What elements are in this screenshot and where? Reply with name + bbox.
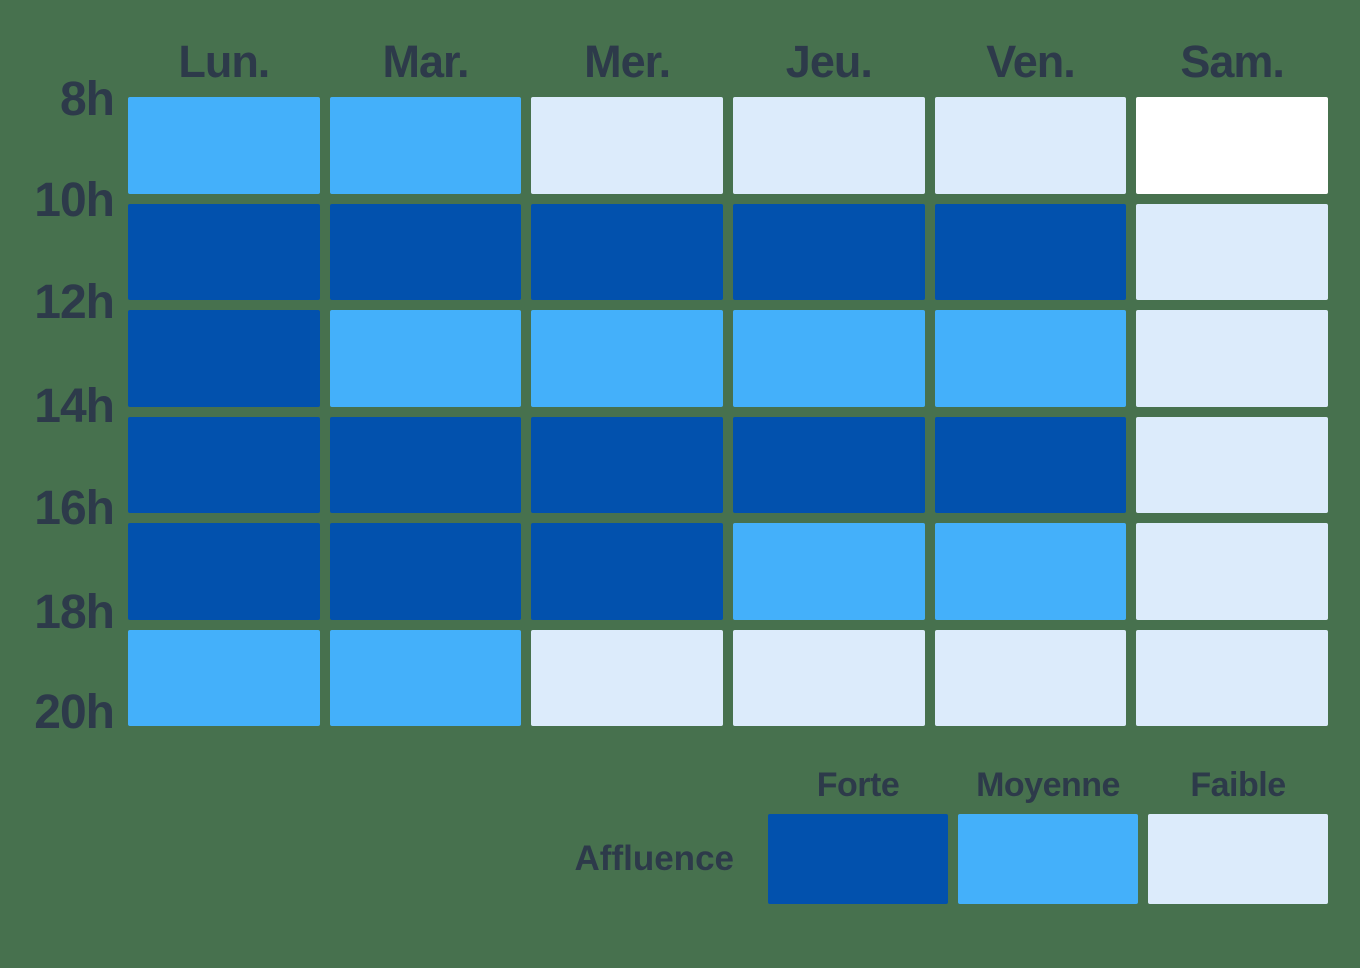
heatmap-cell-ven-18h-20h [934, 629, 1127, 726]
heatmap-cell-mer-16h-18h [531, 523, 723, 620]
legend-swatch-forte [768, 814, 948, 904]
day-header-mar: Mar. [382, 36, 469, 87]
legend-label-faible: Faible [1190, 766, 1286, 804]
heatmap-cell-jeu-12h-14h [733, 310, 925, 407]
time-labels: 8h 10h 12h 14h 16h 18h 20h [0, 76, 115, 737]
heatmap [128, 97, 1328, 726]
heatmap-cell-mar-12h-14h [329, 310, 522, 407]
heatmap-cell-mer-18h-20h [531, 629, 723, 726]
time-label-8h: 8h [59, 73, 115, 126]
heatmap-cell-sam-12h-14h [1136, 310, 1328, 407]
heatmap-cell-lun-18h-20h [128, 629, 320, 726]
heatmap-cell-ven-10h-12h [934, 203, 1127, 300]
day-header-ven: Ven. [986, 36, 1076, 87]
heatmap-cell-jeu-18h-20h [733, 629, 925, 726]
heatmap-cell-lun-14h-16h [128, 416, 320, 513]
heatmap-cell-mer-14h-16h [531, 416, 723, 513]
heatmap-cell-sam-18h-20h [1136, 629, 1328, 726]
heatmap-cell-mar-16h-18h [329, 523, 522, 620]
heatmap-cell-jeu-8h-10h [733, 97, 925, 194]
time-label-20h: 20h [34, 686, 115, 739]
day-header-lun: Lun. [178, 36, 270, 87]
time-label-18h: 18h [34, 586, 115, 639]
legend-title: Affluence [574, 839, 734, 878]
heatmap-cell-lun-10h-12h [128, 203, 320, 300]
heatmap-cell-sam-8h-10h [1136, 97, 1328, 194]
legend-entry-forte: Forte [768, 768, 948, 904]
heatmap-cell-mar-14h-16h [329, 416, 522, 513]
legend-swatch-faible [1148, 814, 1328, 904]
heatmap-cell-mer-10h-12h [531, 203, 723, 300]
heatmap-cell-mer-8h-10h [531, 97, 723, 194]
heatmap-cell-mar-8h-10h [329, 97, 522, 194]
heatmap-cell-sam-10h-12h [1136, 203, 1328, 300]
day-header-sam: Sam. [1180, 36, 1285, 87]
time-label-10h: 10h [34, 174, 115, 227]
legend: Affluence Forte Moyenne Faible [575, 768, 1328, 904]
heatmap-cell-mar-18h-20h [329, 629, 522, 726]
heatmap-grid [128, 97, 1328, 726]
heatmap-cell-jeu-14h-16h [733, 416, 925, 513]
heatmap-cell-mer-12h-14h [531, 310, 723, 407]
legend-entry-moyenne: Moyenne [958, 768, 1138, 904]
heatmap-cell-ven-16h-18h [934, 523, 1127, 620]
day-header-mer: Mer. [584, 36, 671, 87]
heatmap-cell-ven-8h-10h [934, 97, 1127, 194]
heatmap-cell-mar-10h-12h [329, 203, 522, 300]
time-label-12h: 12h [34, 276, 115, 329]
legend-entry-faible: Faible [1148, 768, 1328, 904]
legend-label-moyenne: Moyenne [976, 766, 1120, 804]
heatmap-cell-sam-14h-16h [1136, 416, 1328, 513]
legend-swatch-moyenne [958, 814, 1138, 904]
heatmap-cell-jeu-16h-18h [733, 523, 925, 620]
time-label-16h: 16h [34, 482, 115, 535]
heatmap-cell-lun-12h-14h [128, 310, 320, 407]
heatmap-cell-sam-16h-18h [1136, 523, 1328, 620]
time-label-14h: 14h [34, 380, 115, 433]
legend-label-forte: Forte [816, 766, 900, 804]
heatmap-cell-lun-16h-18h [128, 523, 320, 620]
heatmap-cell-lun-8h-10h [128, 97, 320, 194]
heatmap-cell-ven-14h-16h [934, 416, 1127, 513]
heatmap-cell-jeu-10h-12h [733, 203, 925, 300]
heatmap-cell-ven-12h-14h [934, 310, 1127, 407]
day-headers: Lun. Mar. Mer. Jeu. Ven. Sam. [128, 34, 1328, 90]
day-header-jeu: Jeu. [785, 36, 873, 87]
